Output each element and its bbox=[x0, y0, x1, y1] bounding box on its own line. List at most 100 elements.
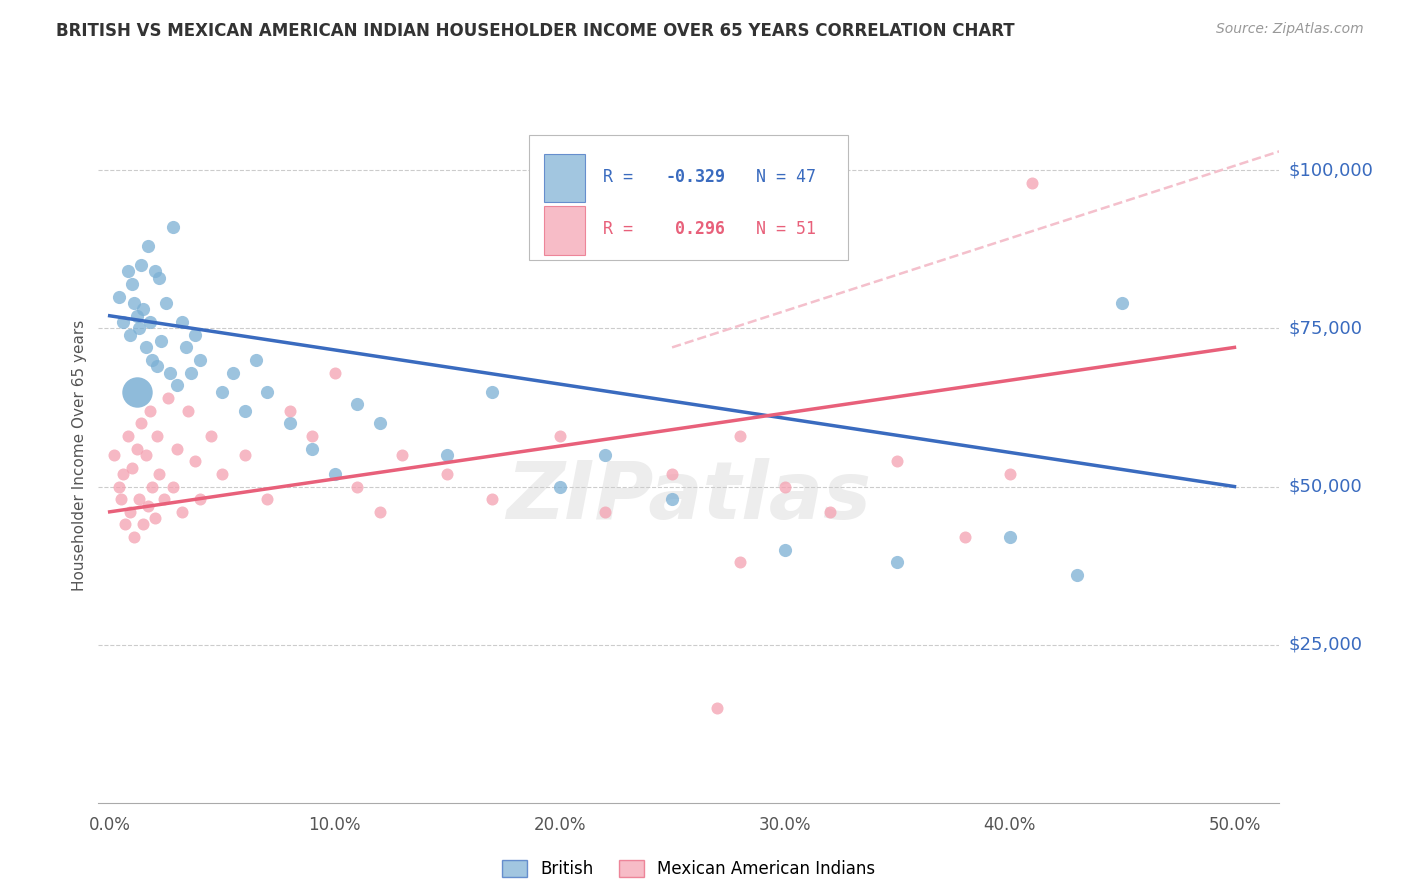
Point bbox=[159, 366, 181, 380]
Text: N = 47: N = 47 bbox=[756, 168, 817, 186]
Point bbox=[112, 315, 135, 329]
Text: $25,000: $25,000 bbox=[1289, 636, 1362, 654]
Point bbox=[346, 397, 368, 411]
FancyBboxPatch shape bbox=[544, 206, 585, 255]
Point bbox=[112, 467, 135, 481]
Point bbox=[136, 239, 159, 253]
Point bbox=[114, 517, 136, 532]
Point bbox=[121, 277, 143, 292]
Point bbox=[1111, 296, 1133, 310]
Point bbox=[170, 505, 193, 519]
Point bbox=[998, 530, 1021, 544]
Point bbox=[157, 391, 180, 405]
Point bbox=[481, 384, 503, 399]
Point bbox=[481, 492, 503, 507]
Point bbox=[436, 448, 458, 462]
Point bbox=[256, 492, 278, 507]
Point bbox=[436, 467, 458, 481]
Point bbox=[162, 220, 184, 235]
Point bbox=[135, 340, 157, 354]
Point bbox=[177, 403, 200, 417]
Text: 0.296: 0.296 bbox=[665, 220, 725, 238]
Point bbox=[184, 454, 207, 468]
Point bbox=[124, 530, 146, 544]
Point bbox=[661, 492, 683, 507]
Y-axis label: Householder Income Over 65 years: Householder Income Over 65 years bbox=[72, 319, 87, 591]
Point bbox=[728, 556, 751, 570]
Legend: British, Mexican American Indians: British, Mexican American Indians bbox=[496, 854, 882, 885]
Point bbox=[146, 429, 169, 443]
Point bbox=[706, 701, 728, 715]
Point bbox=[368, 417, 391, 431]
Point bbox=[107, 290, 129, 304]
Point bbox=[346, 479, 368, 493]
Point bbox=[886, 454, 908, 468]
Point bbox=[301, 442, 323, 456]
Point bbox=[128, 492, 150, 507]
Point bbox=[548, 429, 571, 443]
FancyBboxPatch shape bbox=[530, 135, 848, 260]
Point bbox=[139, 403, 162, 417]
Point bbox=[128, 321, 150, 335]
Point bbox=[132, 302, 155, 317]
Point bbox=[188, 353, 211, 368]
Point bbox=[141, 479, 163, 493]
Point bbox=[180, 366, 202, 380]
Point bbox=[323, 467, 346, 481]
Text: N = 51: N = 51 bbox=[756, 220, 817, 238]
Text: R =: R = bbox=[603, 220, 643, 238]
Point bbox=[728, 429, 751, 443]
Text: $50,000: $50,000 bbox=[1289, 477, 1362, 496]
Point bbox=[125, 309, 148, 323]
FancyBboxPatch shape bbox=[544, 153, 585, 202]
Text: -0.329: -0.329 bbox=[665, 168, 725, 186]
Point bbox=[125, 442, 148, 456]
Point bbox=[211, 467, 233, 481]
Point bbox=[107, 479, 129, 493]
Point bbox=[117, 429, 139, 443]
Point bbox=[174, 340, 197, 354]
Point bbox=[773, 479, 796, 493]
Point bbox=[661, 467, 683, 481]
Point bbox=[166, 378, 188, 392]
Point bbox=[124, 296, 146, 310]
Point bbox=[146, 359, 169, 374]
Point bbox=[118, 505, 141, 519]
Point bbox=[391, 448, 413, 462]
Point bbox=[548, 479, 571, 493]
Point bbox=[132, 517, 155, 532]
Point bbox=[323, 366, 346, 380]
Point bbox=[129, 258, 152, 272]
Point bbox=[222, 366, 245, 380]
Point bbox=[773, 542, 796, 557]
Point bbox=[148, 467, 170, 481]
Text: $75,000: $75,000 bbox=[1289, 319, 1362, 337]
Point bbox=[200, 429, 222, 443]
Text: Source: ZipAtlas.com: Source: ZipAtlas.com bbox=[1216, 22, 1364, 37]
Point bbox=[129, 417, 152, 431]
Text: ZIPatlas: ZIPatlas bbox=[506, 458, 872, 536]
Point bbox=[117, 264, 139, 278]
Point bbox=[143, 511, 166, 525]
Point bbox=[143, 264, 166, 278]
Point bbox=[170, 315, 193, 329]
Point bbox=[150, 334, 173, 348]
Point bbox=[162, 479, 184, 493]
Point bbox=[141, 353, 163, 368]
Text: R =: R = bbox=[603, 168, 643, 186]
Point bbox=[135, 448, 157, 462]
Point bbox=[818, 505, 841, 519]
Point bbox=[125, 384, 148, 399]
Point bbox=[368, 505, 391, 519]
Point bbox=[155, 296, 177, 310]
Point bbox=[166, 442, 188, 456]
Point bbox=[110, 492, 132, 507]
Point bbox=[139, 315, 162, 329]
Point bbox=[593, 505, 616, 519]
Point bbox=[278, 403, 301, 417]
Point bbox=[278, 417, 301, 431]
Point bbox=[233, 403, 256, 417]
Point bbox=[152, 492, 174, 507]
Point bbox=[188, 492, 211, 507]
Point bbox=[953, 530, 976, 544]
